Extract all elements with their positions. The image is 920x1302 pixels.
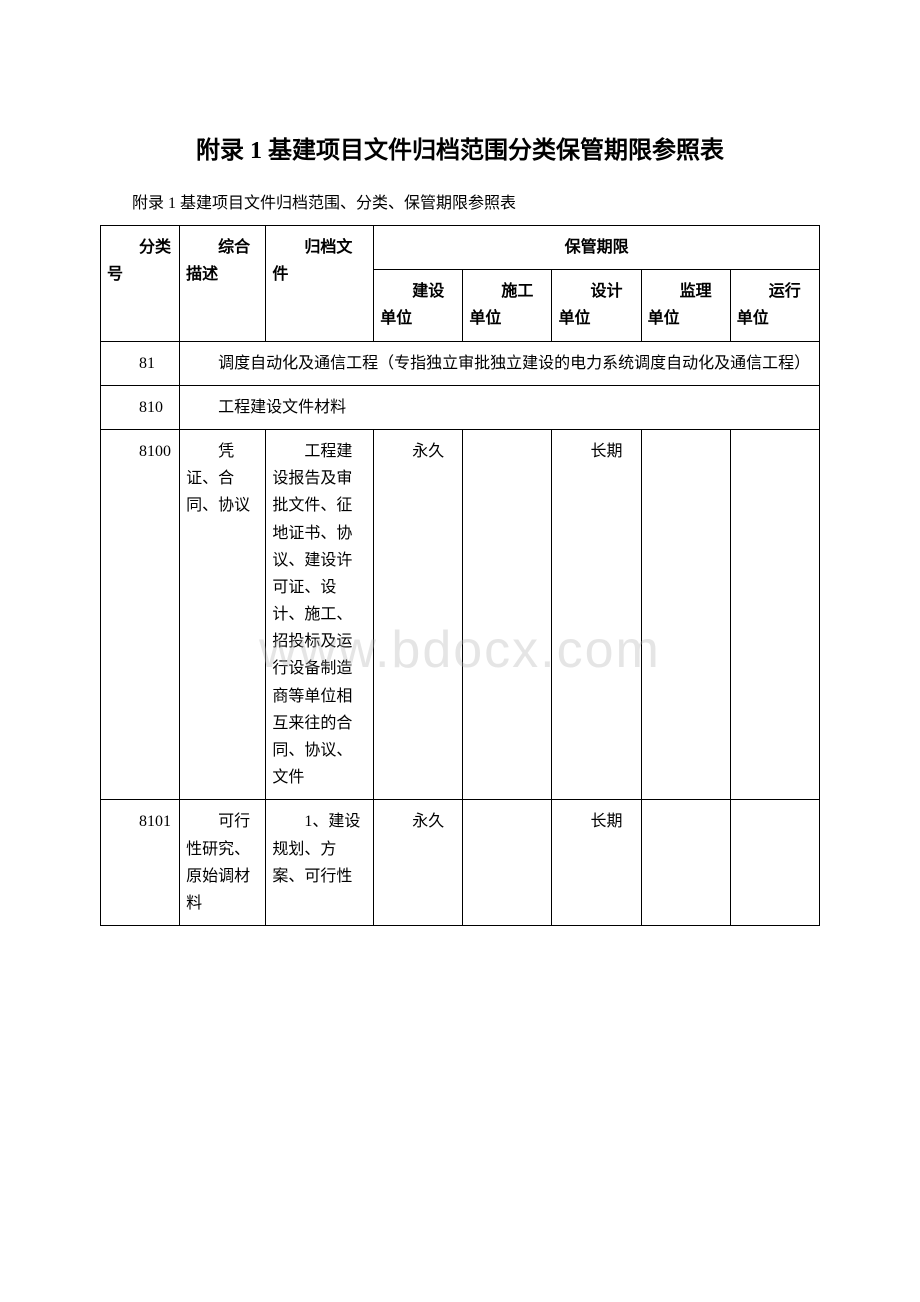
header-supervision-unit: 监理单位 bbox=[641, 270, 730, 341]
table-row: 81 调度自动化及通信工程（专指独立审批独立建设的电力系统调度自动化及通信工程） bbox=[101, 341, 820, 385]
cell-builder-unit bbox=[463, 800, 552, 926]
cell-category-num: 8101 bbox=[101, 800, 180, 926]
cell-archive-file: 工程建设报告及审批文件、征地证书、协议、建设许可证、设计、施工、招投标及运行设备… bbox=[266, 429, 374, 799]
cell-category-num: 8100 bbox=[101, 429, 180, 799]
cell-subcategory-text: 工程建设文件材料 bbox=[180, 385, 820, 429]
header-construction-unit: 建设单位 bbox=[374, 270, 463, 341]
cell-builder-unit bbox=[463, 429, 552, 799]
cell-category-num: 81 bbox=[101, 341, 180, 385]
header-retention-period: 保管期限 bbox=[374, 226, 820, 270]
header-operation-unit: 运行单位 bbox=[730, 270, 819, 341]
cell-supervision-unit bbox=[641, 429, 730, 799]
cell-category-text: 调度自动化及通信工程（专指独立审批独立建设的电力系统调度自动化及通信工程） bbox=[180, 341, 820, 385]
cell-operation-unit bbox=[730, 429, 819, 799]
archive-table: 分类号 综合描述 归档文件 保管期限 建设单位 施工单位 设计单位 监理单位 运… bbox=[100, 225, 820, 926]
cell-construction-unit: 永久 bbox=[374, 800, 463, 926]
page-title: 附录 1 基建项目文件归档范围分类保管期限参照表 bbox=[100, 130, 820, 165]
table-row: 8101 可行性研究、原始调材料 1、建设规划、方案、可行性 永久 长期 bbox=[101, 800, 820, 926]
header-description: 综合描述 bbox=[180, 226, 266, 342]
header-archive-file: 归档文件 bbox=[266, 226, 374, 342]
cell-description: 可行性研究、原始调材料 bbox=[180, 800, 266, 926]
header-design-unit: 设计单位 bbox=[552, 270, 641, 341]
table-header-row-1: 分类号 综合描述 归档文件 保管期限 bbox=[101, 226, 820, 270]
table-row: 810 工程建设文件材料 bbox=[101, 385, 820, 429]
cell-construction-unit: 永久 bbox=[374, 429, 463, 799]
cell-supervision-unit bbox=[641, 800, 730, 926]
cell-archive-file: 1、建设规划、方案、可行性 bbox=[266, 800, 374, 926]
cell-description: 凭证、合同、协议 bbox=[180, 429, 266, 799]
header-category-num: 分类号 bbox=[101, 226, 180, 342]
cell-operation-unit bbox=[730, 800, 819, 926]
header-builder-unit: 施工单位 bbox=[463, 270, 552, 341]
table-row: 8100 凭证、合同、协议 工程建设报告及审批文件、征地证书、协议、建设许可证、… bbox=[101, 429, 820, 799]
cell-design-unit: 长期 bbox=[552, 800, 641, 926]
cell-design-unit: 长期 bbox=[552, 429, 641, 799]
cell-category-num: 810 bbox=[101, 385, 180, 429]
page-subtitle: 附录 1 基建项目文件归档范围、分类、保管期限参照表 bbox=[100, 189, 820, 213]
